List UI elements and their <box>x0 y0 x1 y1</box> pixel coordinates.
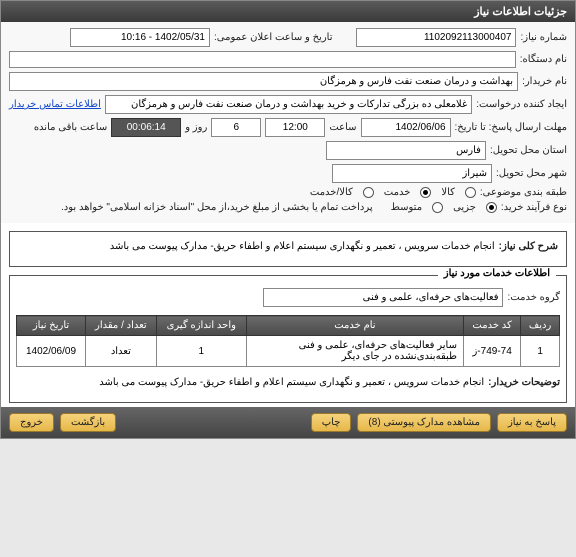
col-qty: تعداد / مقدار <box>86 316 157 336</box>
deadline-label: مهلت ارسال پاسخ: تا تاریخ: <box>455 122 567 133</box>
window: جزئیات اطلاعات نیاز شماره نیاز: 11020921… <box>0 0 576 439</box>
deadline-date: 1402/06/06 <box>361 118 451 137</box>
req-creator-value: غلامعلی ده بزرگی تدارکات و خرید بهداشت و… <box>105 95 472 114</box>
cell-radif: 1 <box>521 336 560 367</box>
col-code: کد خدمت <box>463 316 520 336</box>
attachments-button[interactable]: مشاهده مدارک پیوستی (8) <box>357 413 491 432</box>
group-value: فعالیت‌های حرفه‌ای، علمی و فنی <box>263 288 503 307</box>
footer-buttons: پاسخ به نیاز مشاهده مدارک پیوستی (8) چاپ… <box>1 407 575 438</box>
desc-label: شرح کلی نیاز: <box>499 238 558 256</box>
deadline-time: 12:00 <box>265 118 325 137</box>
buyer-note-label: توضیحات خریدار: <box>488 377 560 388</box>
radio-motavaset[interactable] <box>432 202 443 213</box>
back-button[interactable]: بازگشت <box>60 413 116 432</box>
radio-jozi-label: جزیی <box>453 202 476 213</box>
province-value: فارس <box>326 141 486 160</box>
radio-kala[interactable] <box>465 187 476 198</box>
form-area: شماره نیاز: 1102092113000407 تاریخ و ساع… <box>1 22 575 223</box>
radio-kala-khedmat-label: کالا/خدمت <box>310 187 353 198</box>
services-section: اطلاعات خدمات مورد نیاز گروه خدمت: فعالی… <box>9 275 567 403</box>
radio-motavaset-label: متوسط <box>391 202 422 213</box>
device-value <box>9 51 516 68</box>
radio-kala-khedmat[interactable] <box>363 187 374 198</box>
buyer-value: بهداشت و درمان صنعت نفت فارس و هرمزگان <box>9 72 518 91</box>
services-section-title: اطلاعات خدمات مورد نیاز <box>438 268 556 279</box>
days-value: 6 <box>211 118 261 137</box>
cell-date: 1402/06/09 <box>17 336 86 367</box>
window-title: جزئیات اطلاعات نیاز <box>474 6 567 18</box>
subject-class-label: طبقه بندی موضوعی: <box>480 187 567 198</box>
cell-unit: 1 <box>156 336 246 367</box>
buyer-label: نام خریدار: <box>522 76 567 87</box>
radio-jozi[interactable] <box>486 202 497 213</box>
contact-link[interactable]: اطلاعات تماس خریدار <box>9 99 101 110</box>
city-label: شهر محل تحویل: <box>496 168 567 179</box>
titlebar: جزئیات اطلاعات نیاز <box>1 1 575 22</box>
reply-button[interactable]: پاسخ به نیاز <box>497 413 567 432</box>
remain-label: ساعت باقی مانده <box>34 122 107 133</box>
print-button[interactable]: چاپ <box>311 413 352 432</box>
col-date: تاریخ نیاز <box>17 316 86 336</box>
radio-khedmat-label: خدمت <box>384 187 411 198</box>
payment-note: پرداخت تمام یا بخشی از مبلغ خرید،از محل … <box>61 202 373 213</box>
rooz-label: روز و <box>185 122 207 133</box>
col-radif: ردیف <box>521 316 560 336</box>
table-row: 1 749-74-ز سایر فعالیت‌های حرفه‌ای، علمی… <box>17 336 560 367</box>
col-name: نام خدمت <box>246 316 463 336</box>
province-label: استان محل تحویل: <box>490 145 567 156</box>
exit-button[interactable]: خروج <box>9 413 54 432</box>
services-table: ردیف کد خدمت نام خدمت واحد اندازه گیری ت… <box>16 315 560 367</box>
radio-kala-label: کالا <box>441 187 455 198</box>
radio-khedmat[interactable] <box>420 187 431 198</box>
process-type-group: جزیی متوسط <box>391 202 497 213</box>
device-label: نام دستگاه: <box>520 54 567 65</box>
subject-class-group: کالا خدمت کالا/خدمت <box>310 187 476 198</box>
remain-value: 00:06:14 <box>111 118 181 137</box>
city-value: شیراز <box>332 164 492 183</box>
group-label: گروه خدمت: <box>507 292 560 303</box>
table-header-row: ردیف کد خدمت نام خدمت واحد اندازه گیری ت… <box>17 316 560 336</box>
niaz-no-label: شماره نیاز: <box>520 32 567 43</box>
datetime-value: 1402/05/31 - 10:16 <box>70 28 210 47</box>
niaz-no-value: 1102092113000407 <box>356 28 516 47</box>
process-type-label: نوع فرآیند خرید: <box>501 202 567 213</box>
datetime-label: تاریخ و ساعت اعلان عمومی: <box>214 32 333 43</box>
cell-name: سایر فعالیت‌های حرفه‌ای، علمی و فنی طبقه… <box>246 336 463 367</box>
cell-code: 749-74-ز <box>463 336 520 367</box>
description-box: شرح کلی نیاز: انجام خدمات سرویس ، تعمیر … <box>9 231 567 267</box>
buyer-note-text: انجام خدمات سرویس ، تعمیر و نگهداری سیست… <box>99 377 484 388</box>
desc-text: انجام خدمات سرویس ، تعمیر و نگهداری سیست… <box>110 238 495 256</box>
cell-qty: تعداد <box>86 336 157 367</box>
saat-label-1: ساعت <box>329 122 356 133</box>
col-unit: واحد اندازه گیری <box>156 316 246 336</box>
req-creator-label: ایجاد کننده درخواست: <box>476 99 567 110</box>
